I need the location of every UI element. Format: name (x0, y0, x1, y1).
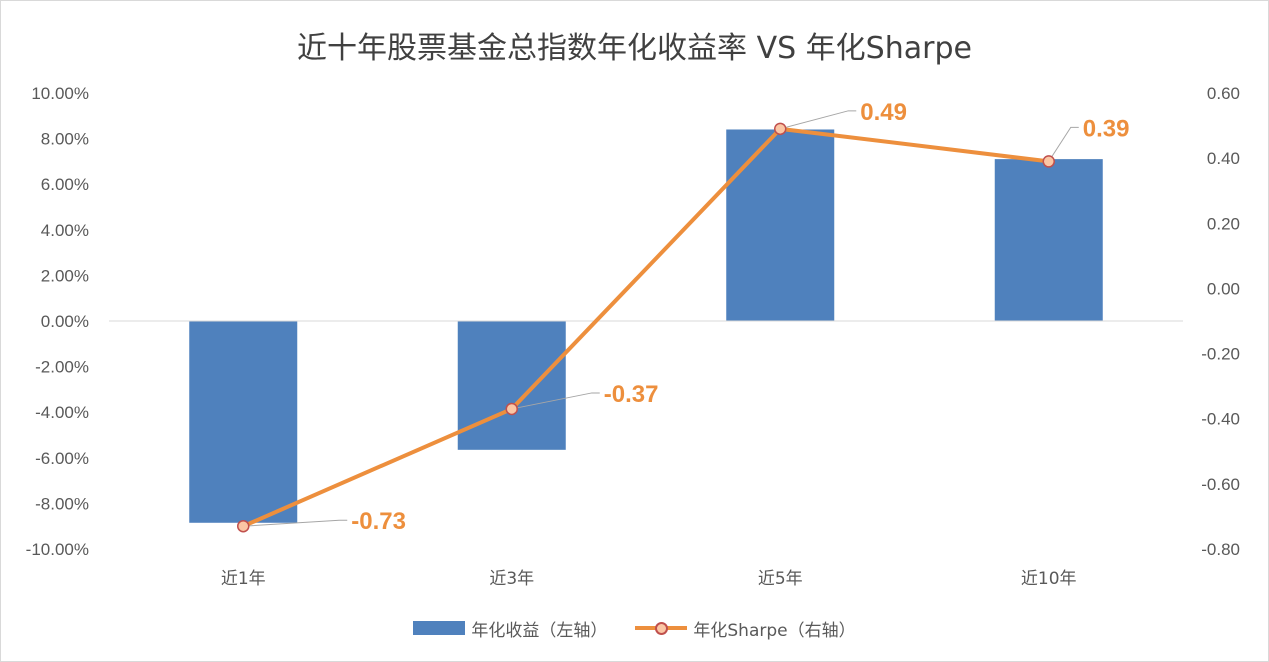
sharpe-marker (1042, 155, 1055, 168)
sharpe-marker (774, 122, 787, 136)
left-axis-tick-label: -4.00% (35, 403, 89, 422)
left-axis-tick-label: 6.00% (41, 175, 89, 194)
right-axis-ticks: 0.60 0.40 0.20 0.00 -0.20 -0.40 -0.60 -0.80 (1201, 84, 1240, 559)
label-leader-line (780, 110, 857, 130)
left-axis-tick-label: -2.00% (35, 358, 89, 377)
left-axis-tick-label: -6.00% (35, 449, 89, 468)
category-axis-labels: 近1年 近3年 近5年 近10年 (221, 569, 1077, 589)
sharpe-data-label: -0.73 (351, 508, 406, 535)
right-axis-tick-label: -0.20 (1201, 345, 1240, 364)
bar (994, 159, 1103, 321)
sharpe-markers (237, 122, 1055, 533)
right-axis-tick-label: -0.40 (1201, 410, 1240, 429)
left-axis-tick-label: 10.00% (31, 84, 89, 103)
left-axis-tick-label: -10.00% (26, 540, 89, 559)
right-axis-tick-label: 0.20 (1207, 214, 1240, 233)
sharpe-marker (237, 519, 250, 533)
sharpe-data-labels: -0.73 -0.37 0.49 0.39 (351, 99, 1129, 535)
bar (189, 321, 298, 523)
right-axis-tick-label: 0.00 (1207, 279, 1240, 298)
label-leader-line (511, 392, 600, 410)
right-axis-tick-label: -0.80 (1201, 540, 1240, 559)
category-label: 近3年 (489, 569, 534, 589)
legend-item-return[interactable]: 年化收益（左轴） (413, 616, 607, 641)
bar (457, 321, 566, 450)
sharpe-data-label: 0.39 (1083, 115, 1130, 142)
bar-series (189, 129, 1103, 523)
legend-item-sharpe[interactable]: 年化Sharpe（右轴） (635, 616, 856, 641)
chart-title: 近十年股票基金总指数年化收益率 VS 年化Sharpe (297, 31, 972, 66)
category-label: 近5年 (758, 569, 803, 589)
label-leader-line (243, 519, 348, 527)
legend: 年化收益（左轴） 年化Sharpe（右轴） (1, 615, 1268, 641)
left-axis-tick-label: 4.00% (41, 221, 89, 240)
category-label: 近1年 (221, 569, 266, 589)
left-axis-tick-label: -8.00% (35, 494, 89, 513)
left-axis-tick-label: 0.00% (41, 312, 89, 331)
legend-return-label: 年化收益（左轴） (471, 620, 608, 641)
label-leader-lines (243, 110, 1079, 527)
legend-bar-swatch (413, 621, 466, 635)
bar (726, 129, 835, 321)
label-leader-line (1048, 126, 1079, 162)
legend-sharpe-label: 年化Sharpe（右轴） (693, 620, 856, 641)
legend-line-swatch (635, 621, 688, 635)
sharpe-data-label: -0.37 (604, 381, 659, 408)
right-axis-tick-label: -0.60 (1201, 475, 1240, 494)
sharpe-marker (505, 402, 518, 416)
right-axis-tick-label: 0.40 (1207, 149, 1240, 168)
left-axis-tick-label: 8.00% (41, 130, 89, 149)
right-axis-tick-label: 0.60 (1207, 84, 1240, 103)
sharpe-line (242, 126, 1049, 529)
left-axis-tick-label: 2.00% (41, 266, 89, 285)
category-label: 近10年 (1021, 569, 1077, 589)
sharpe-data-label: 0.49 (860, 99, 907, 126)
left-axis-ticks: 10.00% 8.00% 6.00% 4.00% 2.00% 0.00% -2.00% -4.… (26, 84, 89, 559)
